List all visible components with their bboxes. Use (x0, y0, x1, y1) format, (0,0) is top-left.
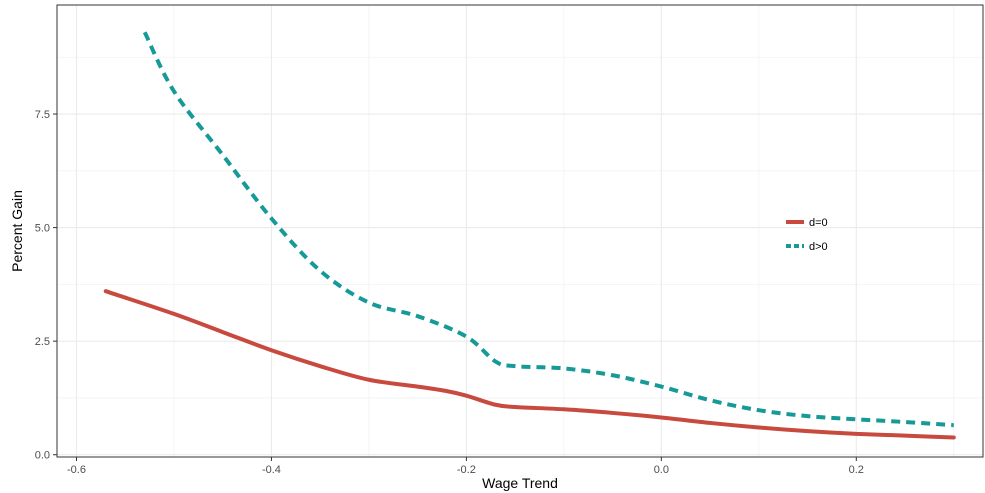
y-tick-label: 5.0 (35, 223, 50, 235)
grid (57, 5, 983, 457)
y-tick-label: 7.5 (35, 109, 50, 121)
x-axis-title: Wage Trend (482, 475, 558, 491)
legend-label-2: d>0 (809, 241, 828, 253)
x-tick-label: -0.2 (457, 464, 476, 476)
series-line-2 (142, 31, 954, 428)
x-tick-label: -0.4 (262, 464, 281, 476)
series-line-1 (103, 289, 956, 440)
legend: d=0 d>0 (786, 217, 828, 253)
panel-border (56, 4, 984, 458)
x-axis: -0.6 -0.4 -0.2 0.0 0.2 (67, 457, 864, 476)
data-lines (103, 31, 956, 440)
y-axis: 0.0 2.5 5.0 7.5 (35, 109, 57, 462)
y-tick-label: 0.0 (35, 450, 50, 462)
legend-label-1: d=0 (809, 217, 828, 229)
panel-background (57, 5, 983, 457)
x-tick-label: 0.2 (849, 464, 864, 476)
y-axis-title: Percent Gain (9, 190, 25, 272)
x-tick-label: -0.6 (67, 464, 86, 476)
x-tick-label: 0.0 (654, 464, 669, 476)
y-tick-label: 2.5 (35, 336, 50, 348)
